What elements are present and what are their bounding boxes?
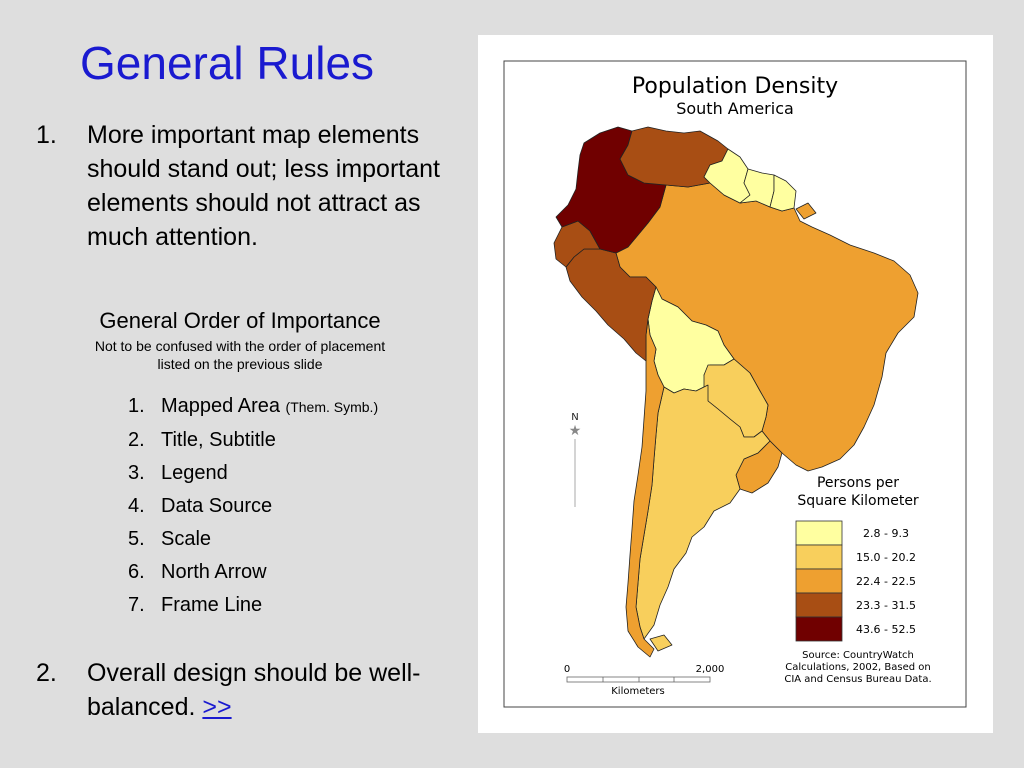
point-2-text-wrap: Overall design should be well-balanced. …	[87, 656, 427, 724]
list-item-note: (Them. Symb.)	[285, 399, 379, 415]
scale-start-label: 0	[564, 664, 570, 675]
legend-swatch	[795, 616, 843, 642]
list-item: 7. Frame Line	[128, 594, 263, 616]
point-1-number: 1.	[36, 121, 57, 149]
point-2-number: 2.	[36, 659, 57, 687]
order-subheading: Not to be confused with the order of pla…	[50, 337, 430, 373]
source-line-2: Calculations, 2002, Based on	[785, 662, 931, 673]
importance-list: 1. Mapped Area (Them. Symb.) 2. Title, Sub…	[128, 390, 378, 622]
region-peru	[565, 248, 657, 362]
scale-bar-rect	[566, 676, 711, 683]
map-svg: Population Density South America N ★	[503, 60, 967, 708]
source-line-1: Source: CountryWatch	[802, 650, 914, 661]
region-marajo-island	[795, 202, 817, 220]
region-suriname	[739, 168, 775, 208]
region-tierra-del-fuego	[649, 634, 673, 652]
map-title: Population Density	[632, 74, 838, 99]
north-arrow: N ★	[569, 412, 582, 507]
slide-title: General Rules	[80, 37, 375, 89]
legend-swatch	[795, 568, 843, 594]
legend-title-line-1: Persons per	[817, 475, 899, 491]
mapped-area	[553, 126, 919, 658]
order-subheading-line-2: listed on the previous slide	[157, 356, 323, 372]
legend-label: 15.0 - 20.2	[856, 551, 916, 564]
list-item: 6. North Arrow	[128, 561, 267, 583]
legend-label: 23.3 - 31.5	[856, 599, 916, 612]
region-chile	[625, 318, 665, 658]
point-1-text: More important map elements should stand…	[87, 121, 440, 251]
scale-end-label: 2,000	[696, 664, 725, 675]
legend-swatch	[795, 592, 843, 618]
list-item: 5. Scale	[128, 528, 212, 550]
legend-label: 43.6 - 52.5	[856, 623, 916, 636]
list-item: 1. Mapped Area (Them. Symb.)	[128, 395, 379, 417]
legend-label: 2.8 - 9.3	[863, 527, 909, 540]
importance-order-heading: General Order of Importance Not to be co…	[50, 308, 430, 373]
region-french-guiana	[769, 174, 797, 212]
legend-title-line-2: Square Kilometer	[797, 493, 919, 509]
scale-bar: 0 2,000 Kilometers	[564, 664, 725, 697]
north-label: N	[571, 412, 578, 423]
legend-swatch	[795, 520, 843, 546]
data-source: Source: CountryWatch Calculations, 2002,…	[784, 650, 931, 685]
legend-label: 22.4 - 22.5	[856, 575, 916, 588]
north-star-icon: ★	[569, 422, 582, 438]
map-figure: Population Density South America N ★	[478, 35, 993, 733]
next-link[interactable]: >>	[202, 693, 232, 721]
order-subheading-line-1: Not to be confused with the order of pla…	[94, 338, 386, 354]
scale-unit-label: Kilometers	[611, 686, 665, 697]
legend-swatch	[795, 544, 843, 570]
source-line-3: CIA and Census Bureau Data.	[784, 674, 931, 685]
legend: Persons per Square Kilometer 2.8 - 9.3 15…	[795, 475, 919, 642]
order-heading: General Order of Importance	[99, 308, 381, 333]
list-item: 4. Data Source	[128, 495, 273, 517]
frame-line	[503, 60, 967, 708]
list-item: 3. Legend	[128, 462, 228, 484]
map-subtitle: South America	[676, 99, 794, 118]
legend-classes: 2.8 - 9.3 15.0 - 20.2 22.4 - 22.5 23.3 - 31…	[795, 520, 916, 642]
point-2-text: Overall design should be well-balanced.	[87, 659, 421, 721]
list-item: 2. Title, Subtitle	[128, 429, 276, 451]
